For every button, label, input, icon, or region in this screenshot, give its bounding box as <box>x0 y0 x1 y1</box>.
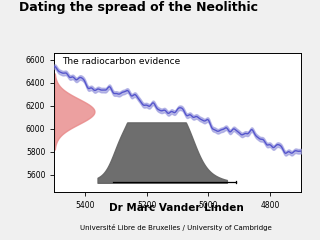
Text: Dating the spread of the Neolithic: Dating the spread of the Neolithic <box>19 1 258 14</box>
Text: Université Libre de Bruxelles / University of Cambridge: Université Libre de Bruxelles / Universi… <box>80 224 272 231</box>
Text: Dr Marc Vander Linden: Dr Marc Vander Linden <box>108 203 244 213</box>
Text: The radiocarbon evidence: The radiocarbon evidence <box>62 57 180 66</box>
